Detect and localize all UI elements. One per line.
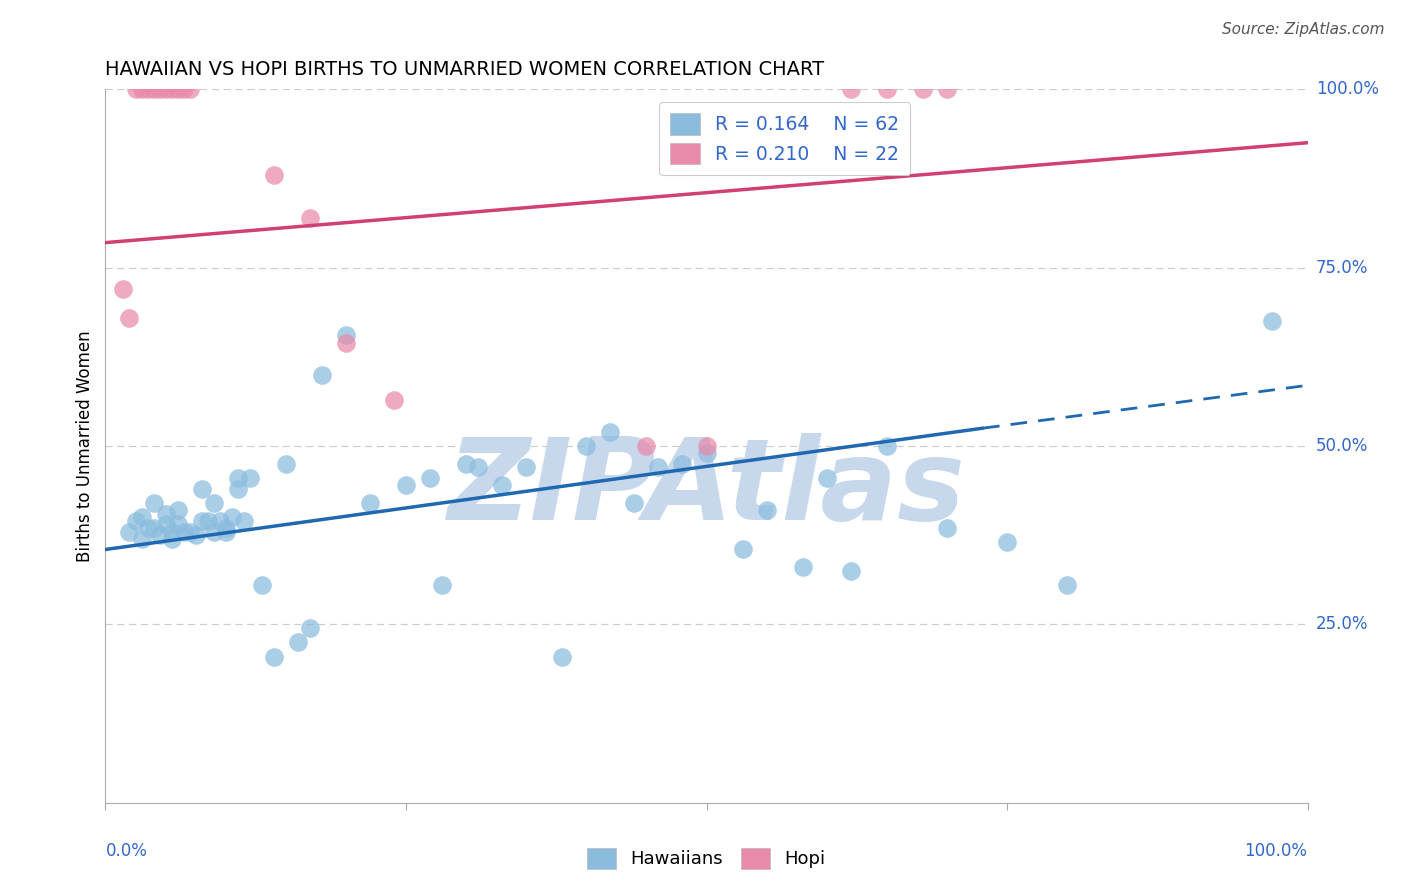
Point xyxy=(454,457,477,471)
Point xyxy=(148,528,170,542)
Point xyxy=(166,82,188,96)
Point xyxy=(112,282,135,296)
Point xyxy=(173,82,195,96)
Point xyxy=(936,521,959,535)
Point xyxy=(202,496,225,510)
Text: 75.0%: 75.0% xyxy=(1316,259,1368,277)
Point xyxy=(298,621,321,635)
Point xyxy=(214,521,236,535)
Point xyxy=(124,514,146,528)
Point xyxy=(155,507,177,521)
Point xyxy=(166,517,188,532)
Point xyxy=(166,503,188,517)
Point xyxy=(142,82,165,96)
Point xyxy=(911,82,934,96)
Point xyxy=(274,457,297,471)
Point xyxy=(636,439,658,453)
Text: ZIPAtlas: ZIPAtlas xyxy=(447,434,966,544)
Point xyxy=(839,82,862,96)
Point xyxy=(815,471,838,485)
Point xyxy=(419,471,441,485)
Point xyxy=(395,478,418,492)
Point xyxy=(311,368,333,382)
Point xyxy=(226,482,249,496)
Point xyxy=(335,335,357,350)
Point xyxy=(335,328,357,343)
Point xyxy=(190,482,212,496)
Point xyxy=(250,578,273,592)
Point xyxy=(136,82,159,96)
Point xyxy=(755,503,778,517)
Point xyxy=(792,560,814,574)
Point xyxy=(575,439,598,453)
Point xyxy=(124,82,146,96)
Point xyxy=(239,471,262,485)
Point xyxy=(179,82,201,96)
Point xyxy=(298,211,321,225)
Text: 100.0%: 100.0% xyxy=(1316,80,1379,98)
Point xyxy=(118,524,141,539)
Text: Source: ZipAtlas.com: Source: ZipAtlas.com xyxy=(1222,22,1385,37)
Point xyxy=(155,82,177,96)
Point xyxy=(1260,314,1282,328)
Point xyxy=(467,460,489,475)
Point xyxy=(551,649,574,664)
Point xyxy=(382,392,405,407)
Point xyxy=(936,82,959,96)
Point xyxy=(839,564,862,578)
Point xyxy=(232,514,254,528)
Point xyxy=(1056,578,1078,592)
Point xyxy=(696,439,718,453)
Point xyxy=(221,510,243,524)
Point xyxy=(131,82,153,96)
Text: 25.0%: 25.0% xyxy=(1316,615,1368,633)
Text: 50.0%: 50.0% xyxy=(1316,437,1368,455)
Point xyxy=(208,514,231,528)
Point xyxy=(148,82,170,96)
Point xyxy=(118,310,141,325)
Point xyxy=(515,460,537,475)
Point xyxy=(131,532,153,546)
Point xyxy=(995,535,1018,549)
Point xyxy=(197,514,219,528)
Point xyxy=(202,524,225,539)
Point xyxy=(876,439,898,453)
Point xyxy=(731,542,754,557)
Point xyxy=(184,528,207,542)
Point xyxy=(287,635,309,649)
Point xyxy=(179,524,201,539)
Point xyxy=(671,457,693,471)
Point xyxy=(263,168,285,182)
Point xyxy=(263,649,285,664)
Point xyxy=(142,521,165,535)
Point xyxy=(430,578,453,592)
Y-axis label: Births to Unmarried Women: Births to Unmarried Women xyxy=(76,330,94,562)
Point xyxy=(696,446,718,460)
Point xyxy=(226,471,249,485)
Point xyxy=(142,496,165,510)
Text: 0.0%: 0.0% xyxy=(105,842,148,860)
Point xyxy=(155,517,177,532)
Point xyxy=(131,510,153,524)
Point xyxy=(359,496,381,510)
Point xyxy=(173,524,195,539)
Point xyxy=(190,514,212,528)
Point xyxy=(647,460,669,475)
Point xyxy=(160,532,183,546)
Point xyxy=(160,82,183,96)
Legend: Hawaiians, Hopi: Hawaiians, Hopi xyxy=(581,840,832,876)
Point xyxy=(623,496,645,510)
Point xyxy=(491,478,513,492)
Point xyxy=(136,521,159,535)
Text: 100.0%: 100.0% xyxy=(1244,842,1308,860)
Point xyxy=(599,425,621,439)
Point xyxy=(214,524,236,539)
Point xyxy=(876,82,898,96)
Text: HAWAIIAN VS HOPI BIRTHS TO UNMARRIED WOMEN CORRELATION CHART: HAWAIIAN VS HOPI BIRTHS TO UNMARRIED WOM… xyxy=(105,61,824,79)
Point xyxy=(160,524,183,539)
